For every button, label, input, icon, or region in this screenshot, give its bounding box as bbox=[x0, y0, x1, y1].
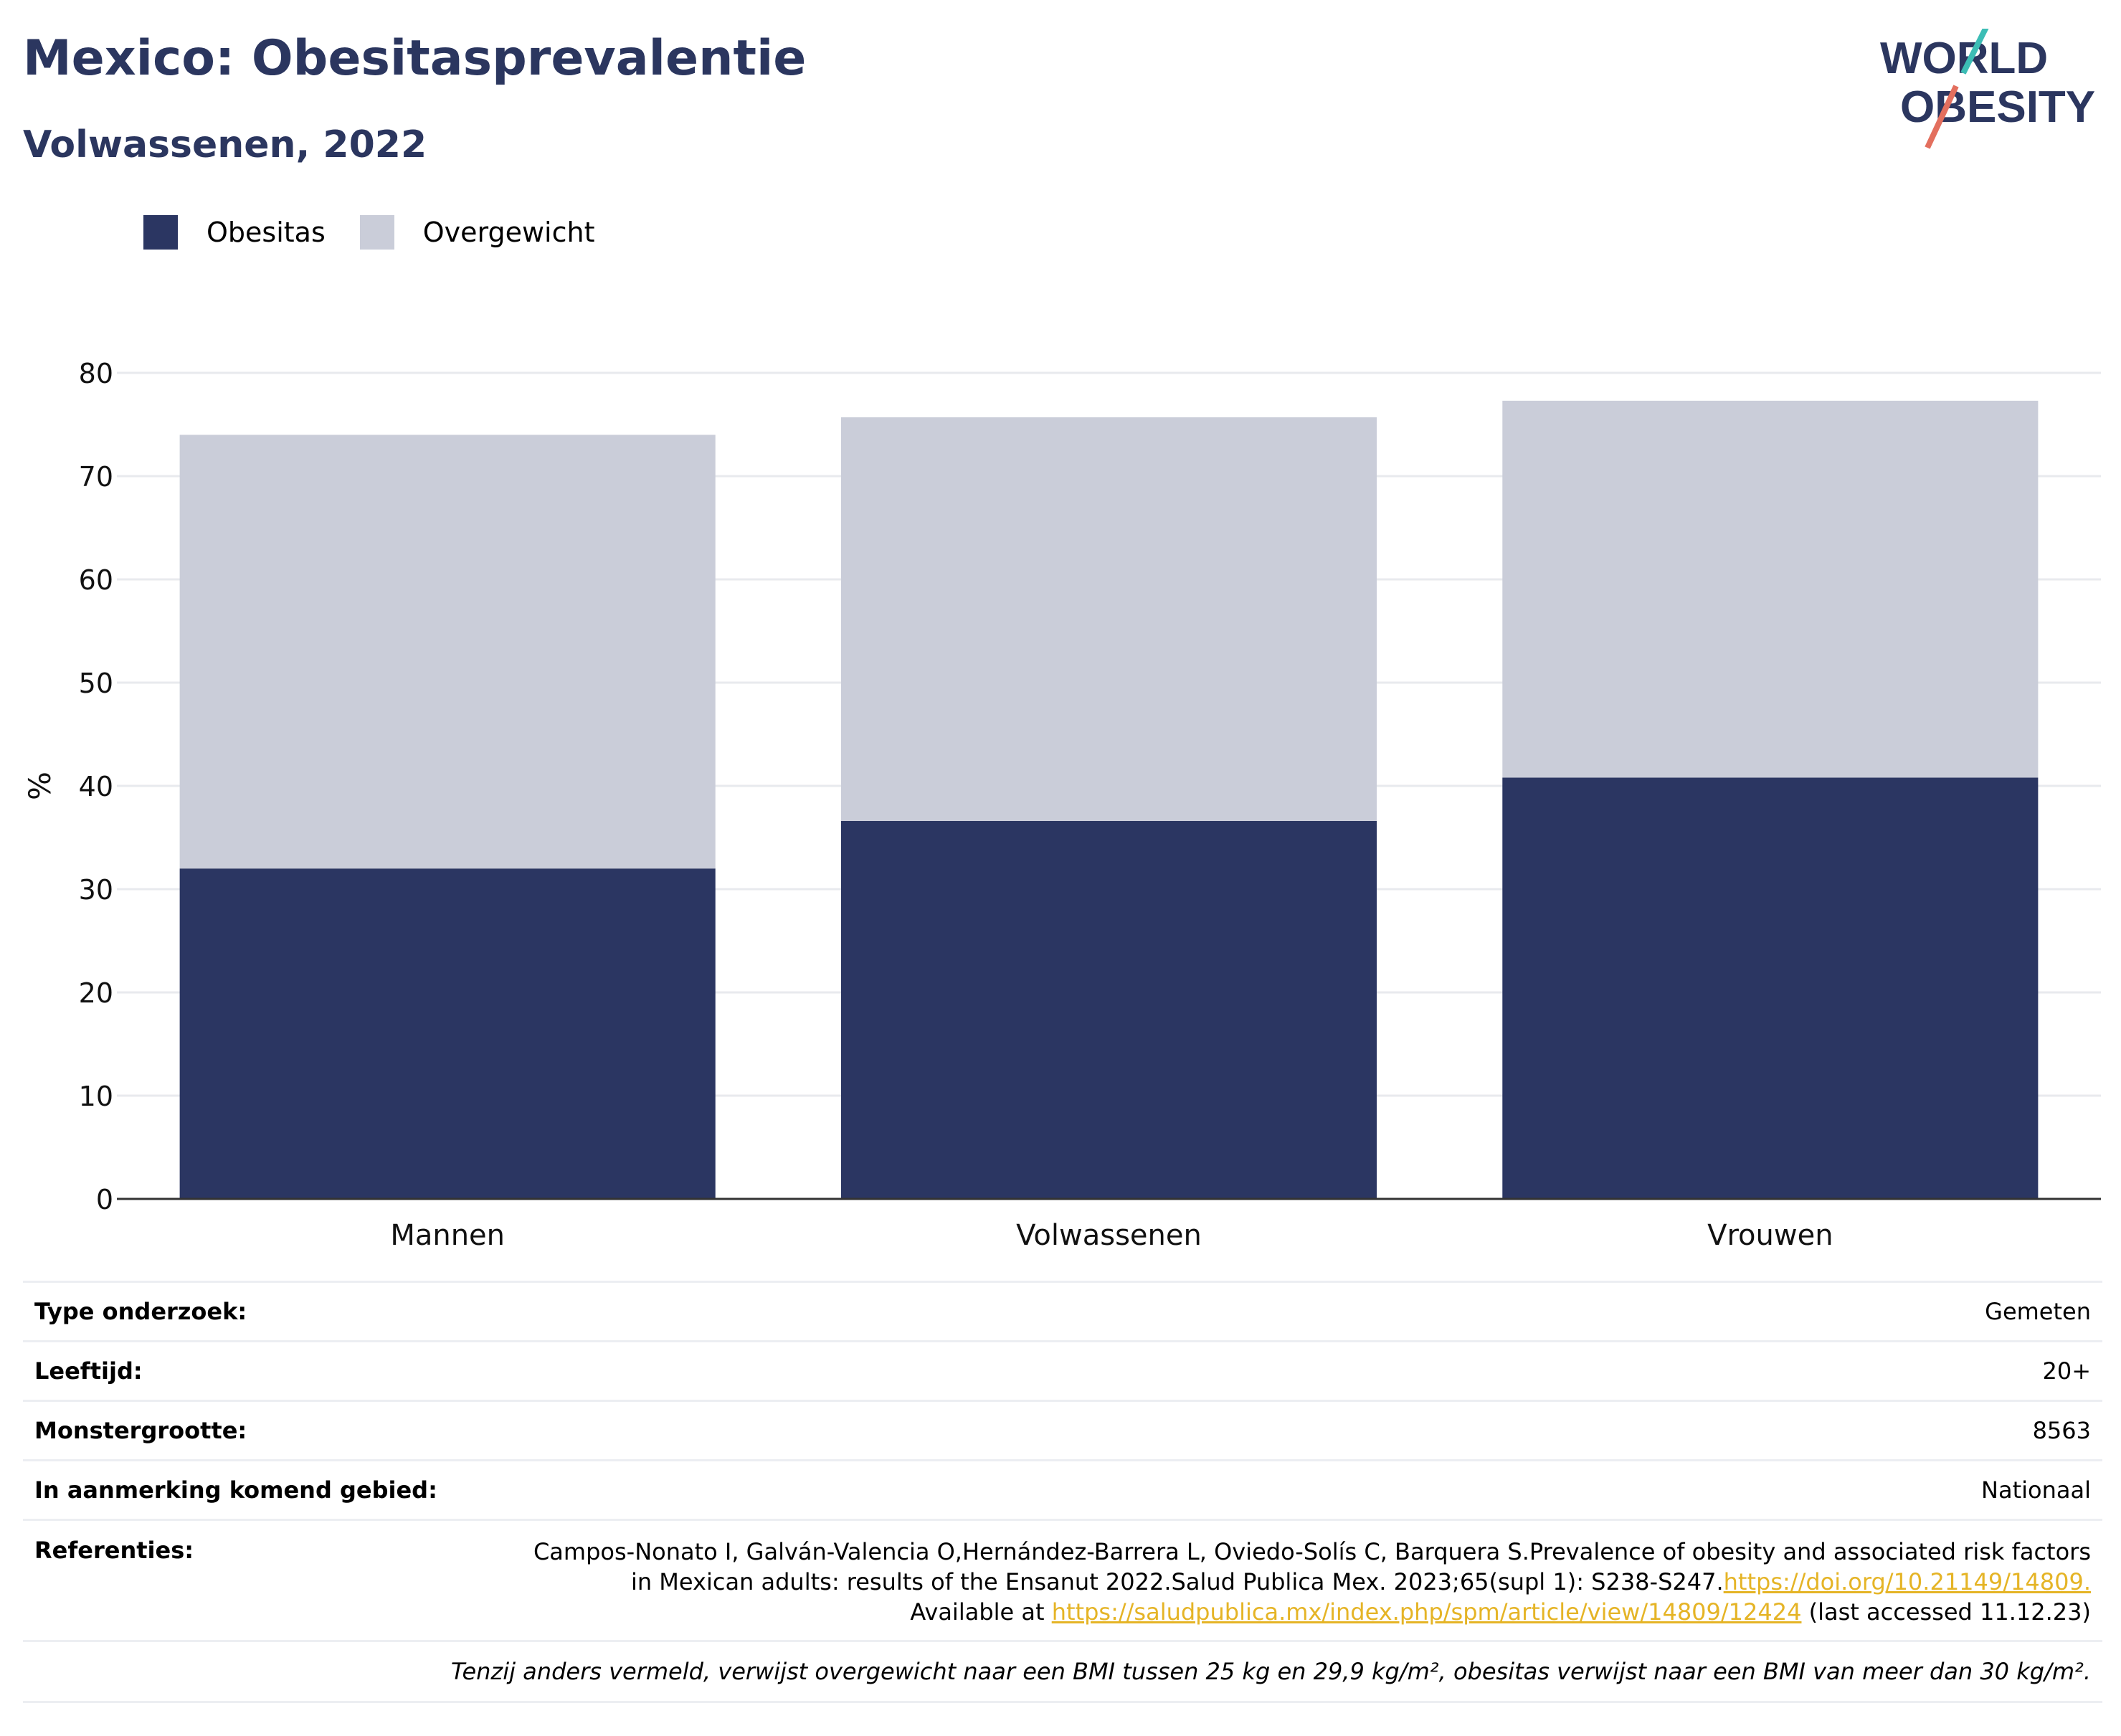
y-tick-label: 70 bbox=[79, 461, 113, 493]
legend-label-obesitas: Obesitas bbox=[207, 217, 326, 248]
definition-note: Tenzij anders vermeld, verwijst overgewi… bbox=[450, 1658, 2091, 1685]
stacked-bar-chart: 0 10 20 30 40 50 60 70 80% Mannen Volwassenen Vrouw… bbox=[22, 358, 2101, 1248]
definition-note-row: Tenzij anders vermeld, verwijst overgewi… bbox=[23, 1640, 2102, 1703]
logo-teal-slash bbox=[1960, 29, 1989, 75]
logo-coral-slash bbox=[1925, 85, 1959, 149]
legend-label-overgewicht: Overgewicht bbox=[422, 217, 595, 248]
y-axis-label: % bbox=[22, 772, 57, 800]
legend-swatch-overgewicht bbox=[359, 215, 394, 250]
y-tick-label: 20 bbox=[79, 977, 113, 1009]
y-tick-label: 60 bbox=[79, 564, 113, 596]
chart-legend: Obesitas Overgewicht bbox=[143, 214, 630, 251]
info-label: Leeftijd: bbox=[34, 1357, 143, 1385]
y-tick-label: 10 bbox=[79, 1081, 113, 1112]
info-table: Type onderzoek: Gemeten Leeftijd: 20+ Mo… bbox=[23, 1281, 2102, 1703]
y-tick-label: 0 bbox=[96, 1184, 113, 1215]
y-tick-label: 80 bbox=[79, 358, 113, 389]
info-value: 20+ bbox=[2042, 1357, 2091, 1385]
article-link[interactable]: https://saludpublica.mx/index.php/spm/ar… bbox=[1051, 1598, 1802, 1626]
legend-swatch-obesitas bbox=[143, 215, 178, 250]
info-row: Monstergrootte: 8563 bbox=[23, 1400, 2102, 1459]
info-row: In aanmerking komend gebied: Nationaal bbox=[23, 1459, 2102, 1519]
bar-obesitas-mannen bbox=[179, 868, 716, 1199]
info-row: Type onderzoek: Gemeten bbox=[23, 1281, 2102, 1340]
info-row: Leeftijd: 20+ bbox=[23, 1340, 2102, 1400]
y-tick-label: 40 bbox=[79, 771, 113, 802]
info-label: Monstergrootte: bbox=[34, 1417, 247, 1444]
references-line3-post: (last accessed 11.12.23) bbox=[1801, 1598, 2091, 1626]
page-subtitle: Volwassenen, 2022 bbox=[23, 123, 427, 166]
x-tick-label: Mannen bbox=[390, 1219, 505, 1248]
logo-line1: WORLD bbox=[1880, 34, 2048, 83]
info-label: In aanmerking komend gebied: bbox=[34, 1476, 437, 1504]
bar-overgewicht-vrouwen bbox=[1502, 400, 2039, 778]
doi-link[interactable]: https://doi.org/10.21149/14809. bbox=[1723, 1568, 2091, 1595]
y-tick-label: 50 bbox=[79, 668, 113, 699]
info-label: Type onderzoek: bbox=[34, 1298, 247, 1325]
references-text: Campos-Nonato I, Galván-Valencia O,Herná… bbox=[533, 1521, 2102, 1627]
y-tick-label: 30 bbox=[79, 874, 113, 906]
logo-line2: OBESITY bbox=[1900, 82, 2095, 132]
references-line3-pre: Available at bbox=[910, 1598, 1052, 1626]
info-value: Nationaal bbox=[1981, 1476, 2091, 1504]
bar-obesitas-volwassenen bbox=[840, 820, 1377, 1199]
bar-overgewicht-volwassenen bbox=[840, 417, 1377, 821]
info-value: 8563 bbox=[2032, 1417, 2091, 1444]
legend-item-obesitas[interactable]: Obesitas bbox=[143, 215, 326, 250]
info-value: Gemeten bbox=[1985, 1298, 2091, 1325]
legend-item-overgewicht[interactable]: Overgewicht bbox=[359, 215, 595, 250]
page-title: Mexico: Obesitasprevalentie bbox=[23, 30, 807, 87]
bar-obesitas-vrouwen bbox=[1502, 777, 2039, 1199]
x-tick-label: Vrouwen bbox=[1707, 1219, 1833, 1248]
references-row: Referenties: Campos-Nonato I, Galván-Val… bbox=[23, 1519, 2102, 1640]
x-tick-label: Volwassenen bbox=[1016, 1219, 1202, 1248]
references-label: Referenties: bbox=[34, 1537, 194, 1564]
bar-overgewicht-mannen bbox=[179, 435, 716, 869]
references-line2-text: in Mexican adults: results of the Ensanu… bbox=[630, 1568, 1724, 1595]
world-obesity-logo: WORLD OBESITY bbox=[1880, 29, 2095, 149]
references-line1: Campos-Nonato I, Galván-Valencia O,Herná… bbox=[533, 1538, 2091, 1565]
